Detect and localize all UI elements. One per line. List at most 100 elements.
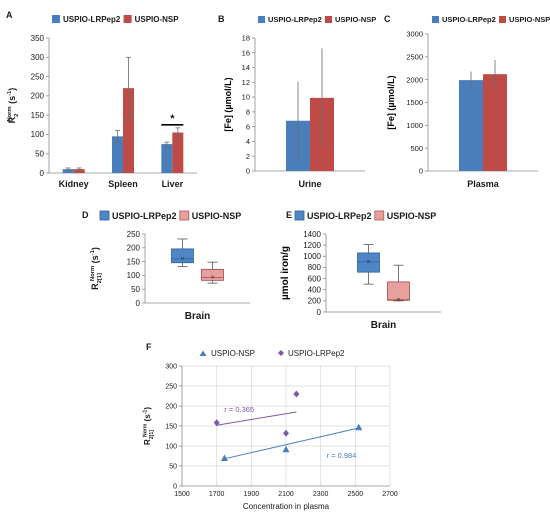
y-tick-label: 0 xyxy=(246,167,250,176)
category-label: Kidney xyxy=(59,179,89,189)
legend-label: USPIO-NSP xyxy=(387,211,437,221)
chart-c: USPIO-LRPep2 USPIO-NSP 0 500 1000 1500 2000 250… xyxy=(386,15,550,189)
legend-swatch xyxy=(52,15,60,23)
y-tick-label: 350 xyxy=(31,34,45,43)
y-tick-label: 12 xyxy=(242,78,250,87)
y-tick-label: 50 xyxy=(169,463,177,470)
y-tick-label: 0 xyxy=(136,299,141,308)
y-tick-label: 800 xyxy=(308,263,322,272)
data-point xyxy=(283,429,289,437)
category-label: Urine xyxy=(298,179,321,189)
box-mean-marker: × xyxy=(366,259,370,266)
legend: USPIO-NSP USPIO-LRPep2 xyxy=(199,349,345,358)
bar xyxy=(73,169,85,173)
legend-label: USPIO-NSP xyxy=(211,349,255,358)
legend-label: USPIO-LRPep2 xyxy=(442,15,496,24)
y-tick-label: 400 xyxy=(308,286,322,295)
y-tick-label: 3000 xyxy=(406,30,423,39)
category-label: Brain xyxy=(371,320,397,331)
axis-label-text: R2[1]Norm (s-1) xyxy=(90,247,103,290)
y-tick-label: 150 xyxy=(165,423,177,430)
y-tick-label: 2 xyxy=(246,152,250,161)
y-tick-label: 150 xyxy=(31,111,45,120)
legend-label: USPIO-NSP xyxy=(192,211,242,221)
y-tick-label: 6 xyxy=(246,122,250,131)
y-tick-label: 250 xyxy=(165,383,177,390)
y-axis-label: R2[1]Norm (s-1) xyxy=(90,247,103,290)
y-tick-label: 500 xyxy=(410,144,423,153)
category-label: Brain xyxy=(185,311,211,322)
y-tick-label: 50 xyxy=(35,150,44,159)
y-tick-label: 100 xyxy=(127,271,141,280)
legend-swatch xyxy=(294,210,305,221)
box xyxy=(357,252,380,273)
y-tick-label: 600 xyxy=(308,274,322,283)
category-label: Liver xyxy=(162,179,184,189)
data-point xyxy=(282,445,290,453)
y-axis-label: µmol iron/g xyxy=(280,246,291,300)
y-tick-label: 16 xyxy=(242,48,250,57)
y-tick-label: 300 xyxy=(165,363,177,370)
chart-e: USPIO-LRPep2 USPIO-NSP 0 200 400 600 800 1000 12… xyxy=(280,210,441,331)
x-tick-label: 2100 xyxy=(278,491,294,498)
y-axis-label: R2[1]Norm (s-1) xyxy=(142,407,154,445)
chart-d: USPIO-LRPep2 USPIO-NSP 0 50 100 150 200 250 × × Br… xyxy=(90,210,250,322)
y-tick-label: 0 xyxy=(40,169,45,178)
axis-label-text: R2Norm (s-1) xyxy=(7,88,20,124)
y-tick-label: 2000 xyxy=(406,75,423,84)
legend-swatch xyxy=(258,16,265,23)
legend-swatch xyxy=(123,15,132,23)
correlation-label: r = 0.365 xyxy=(224,405,254,414)
y-tick-label: 300 xyxy=(31,53,45,62)
trend-line xyxy=(224,427,359,460)
panel-letter: A xyxy=(6,10,13,20)
legend-label: USPIO-NSP xyxy=(509,15,550,24)
chart-f: 0 50 100 150 200 250 300 1500 1700 1900 2100 2300 25… xyxy=(142,349,397,511)
x-tick-label: 1700 xyxy=(209,491,225,498)
y-tick-label: 0 xyxy=(317,308,322,317)
chart-a: USPIO-LRPep2 USPIO-NSP 0 50 100 150 200 250 300 3… xyxy=(7,15,197,189)
panel-letter: D xyxy=(82,210,89,220)
category-label: Spleen xyxy=(108,179,138,189)
x-tick-label: 2500 xyxy=(348,491,364,498)
y-tick-label: 14 xyxy=(242,63,250,72)
y-tick-label: 50 xyxy=(131,285,140,294)
legend-marker xyxy=(199,350,207,356)
bar xyxy=(62,169,74,173)
x-axis-label: Concentration in plasma xyxy=(243,502,330,511)
y-tick-label: 2500 xyxy=(406,52,423,61)
panel-letter: C xyxy=(384,14,391,24)
y-tick-label: 1000 xyxy=(303,252,321,261)
legend-swatch xyxy=(374,210,385,221)
y-axis-label: [Fe] (µmol/L) xyxy=(223,77,233,131)
y-axis-label: R2Norm (s-1) xyxy=(7,88,20,124)
panel-letter: E xyxy=(286,210,292,220)
x-tick-label: 2700 xyxy=(382,491,398,498)
y-tick-label: 8 xyxy=(246,108,250,117)
legend-label: USPIO-LRPep2 xyxy=(288,349,345,358)
y-tick-label: 1000 xyxy=(406,121,423,130)
y-tick-label: 18 xyxy=(242,34,250,43)
bar xyxy=(161,144,173,173)
y-tick-label: 10 xyxy=(242,93,250,102)
y-tick-label: 200 xyxy=(127,244,141,253)
y-tick-label: 100 xyxy=(165,443,177,450)
data-point xyxy=(355,423,363,431)
axis-label-text: R2[1]Norm (s-1) xyxy=(142,407,154,445)
legend-label: USPIO-LRPep2 xyxy=(268,15,322,24)
y-tick-label: 250 xyxy=(31,72,45,81)
bar xyxy=(483,74,507,171)
legend-swatch xyxy=(99,210,110,221)
y-tick-label: 1500 xyxy=(406,98,423,107)
legend-swatch xyxy=(499,16,506,23)
chart-b: USPIO-LRPep2 USPIO-NSP 0 2 4 6 8 10 12 14 16 18 Urin… xyxy=(223,15,376,189)
significance-marker: * xyxy=(170,113,175,125)
legend-swatch xyxy=(179,210,190,221)
x-tick-label: 2300 xyxy=(313,491,329,498)
y-tick-label: 0 xyxy=(173,483,177,490)
legend-label: USPIO-NSP xyxy=(335,15,376,24)
y-tick-label: 200 xyxy=(165,403,177,410)
box-mean-marker: × xyxy=(396,297,400,304)
trend-line xyxy=(216,411,297,426)
